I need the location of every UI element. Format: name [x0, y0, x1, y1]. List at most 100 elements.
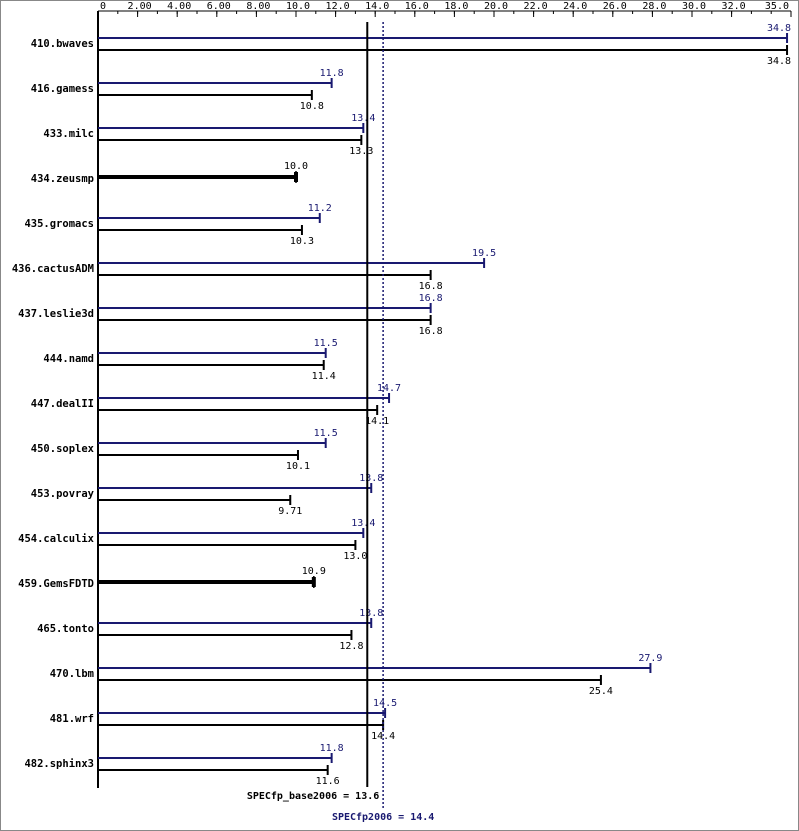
- category-label: 437.leslie3d: [18, 308, 94, 320]
- bar: [98, 225, 303, 235]
- bar: [98, 348, 327, 358]
- x-tick-label: 18.0: [444, 1, 468, 12]
- value-label: 16.8: [419, 281, 443, 292]
- value-label: 34.8: [767, 23, 791, 34]
- category-label: 453.povray: [31, 488, 95, 500]
- x-tick-label: 6.00: [207, 1, 231, 12]
- x-tick-label: 26.0: [603, 1, 627, 12]
- value-label: 11.4: [312, 371, 336, 382]
- bar: [98, 360, 325, 370]
- x-tick-label: 0: [100, 1, 106, 12]
- bar: [98, 123, 365, 133]
- value-label: 10.0: [284, 161, 308, 172]
- x-tick-label: 14.0: [365, 1, 389, 12]
- bar: [98, 663, 652, 673]
- bar: [98, 213, 321, 223]
- x-tick-label: 8.00: [246, 1, 270, 12]
- value-label: 25.4: [589, 686, 613, 697]
- bar: [98, 393, 391, 403]
- category-label: 435.gromacs: [24, 218, 94, 230]
- x-tick-label: 4.00: [167, 1, 191, 12]
- value-label: 13.4: [351, 518, 375, 529]
- bar: [98, 753, 333, 763]
- bar: [98, 540, 357, 550]
- value-label: 9.71: [278, 506, 302, 517]
- value-label: 12.8: [339, 641, 363, 652]
- value-label: 11.8: [320, 743, 344, 754]
- bar: [98, 405, 379, 415]
- value-label: 14.7: [377, 383, 401, 394]
- bar: [98, 45, 789, 55]
- bar: [98, 765, 329, 775]
- category-label: 410.bwaves: [31, 38, 94, 50]
- bar: [98, 303, 432, 313]
- bar: [98, 315, 432, 325]
- value-label: 11.2: [308, 203, 332, 214]
- bar: [98, 258, 486, 268]
- value-label: 13.0: [343, 551, 367, 562]
- bar: [98, 450, 299, 460]
- bar: [98, 675, 602, 685]
- value-label: 16.8: [419, 293, 443, 304]
- category-label: 482.sphinx3: [24, 758, 94, 770]
- bar: [98, 438, 327, 448]
- category-label: 434.zeusmp: [31, 173, 94, 185]
- category-label: 470.lbm: [50, 668, 94, 680]
- category-label: 444.namd: [43, 353, 94, 365]
- value-label: 10.9: [302, 566, 326, 577]
- bar: [98, 495, 292, 505]
- value-label: 13.8: [359, 473, 383, 484]
- x-tick-label: 22.0: [524, 1, 548, 12]
- x-tick-label: 35.0: [765, 1, 789, 12]
- value-label: 14.4: [371, 731, 395, 742]
- value-label: 13.3: [349, 146, 373, 157]
- value-label: 10.1: [286, 461, 310, 472]
- value-label: 16.8: [419, 326, 443, 337]
- x-tick-label: 2.00: [128, 1, 152, 12]
- x-tick-label: 24.0: [563, 1, 587, 12]
- value-label: 19.5: [472, 248, 496, 259]
- category-label: 416.gamess: [31, 83, 94, 95]
- bar: [98, 483, 373, 493]
- x-tick-label: 12.0: [326, 1, 350, 12]
- value-label: 34.8: [767, 56, 791, 67]
- category-label: 436.cactusADM: [12, 263, 94, 275]
- value-label: 27.9: [638, 653, 662, 664]
- value-label: 10.8: [300, 101, 324, 112]
- bar: [98, 135, 363, 145]
- category-label: 447.dealII: [31, 398, 94, 410]
- x-tick-label: 30.0: [682, 1, 706, 12]
- value-label: 11.5: [314, 428, 338, 439]
- bar: [98, 618, 373, 628]
- x-tick-label: 10.0: [286, 1, 310, 12]
- value-label: 11.8: [320, 68, 344, 79]
- category-label: 433.milc: [43, 128, 94, 140]
- category-label: 481.wrf: [50, 713, 94, 725]
- category-label: 465.tonto: [37, 623, 94, 635]
- value-label: 10.3: [290, 236, 314, 247]
- value-label: 11.5: [314, 338, 338, 349]
- value-label: 11.6: [316, 776, 340, 787]
- bar: [98, 528, 365, 538]
- x-tick-label: 16.0: [405, 1, 429, 12]
- x-tick-label: 20.0: [484, 1, 508, 12]
- bar: [98, 270, 432, 280]
- bar: [98, 78, 333, 88]
- bar: [98, 708, 387, 718]
- bar: [98, 90, 313, 100]
- bar: [98, 630, 353, 640]
- x-tick-label: 32.0: [722, 1, 746, 12]
- value-label: 14.5: [373, 698, 397, 709]
- bar: [98, 720, 385, 730]
- value-label: 13.8: [359, 608, 383, 619]
- value-label: 14.1: [365, 416, 389, 427]
- reference-label: SPECfp2006 = 14.4: [332, 812, 434, 823]
- x-tick-label: 28.0: [642, 1, 666, 12]
- category-label: 450.soplex: [31, 443, 95, 455]
- value-label: 13.4: [351, 113, 375, 124]
- reference-label: SPECfp_base2006 = 13.6: [247, 791, 379, 802]
- category-label: 454.calculix: [18, 533, 95, 545]
